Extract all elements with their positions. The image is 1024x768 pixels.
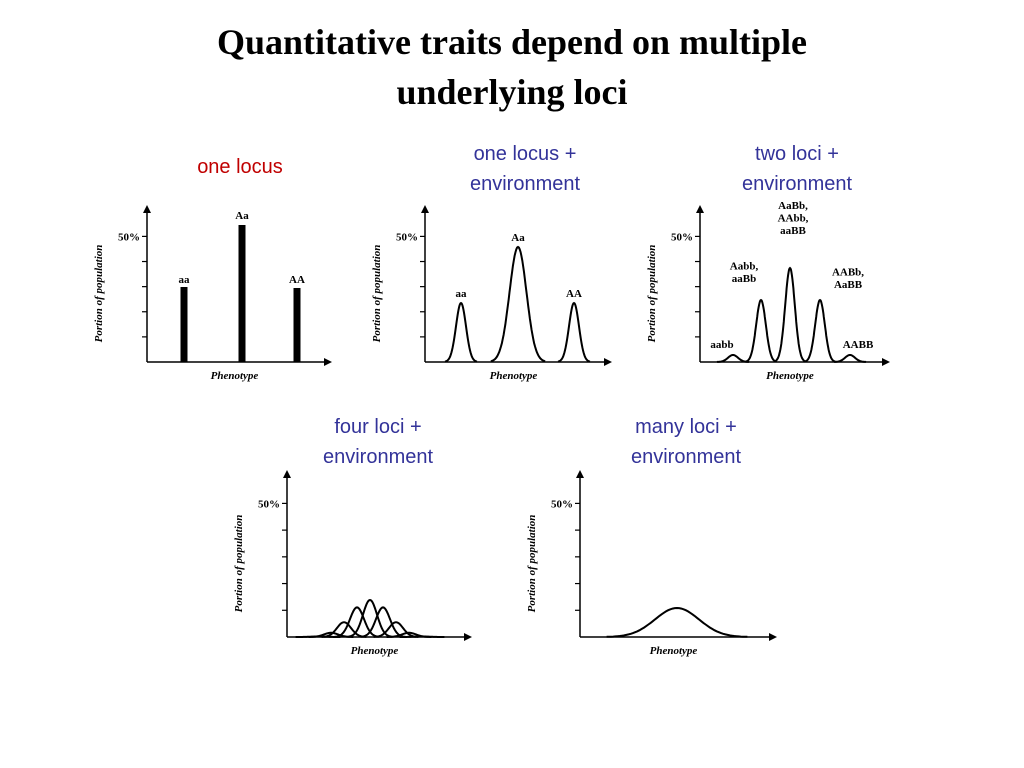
figure-panel: one locus 50% Portion of population Phenoty… bbox=[93, 156, 332, 382]
axis-arrow bbox=[143, 205, 151, 213]
genotype-label: AABb, bbox=[832, 267, 864, 279]
genotype-label: aaBB bbox=[780, 225, 806, 237]
x-axis-label: Phenotype bbox=[766, 370, 814, 382]
distribution-curve bbox=[444, 301, 478, 363]
axis-arrow bbox=[882, 358, 890, 366]
genotype-label: Aa bbox=[511, 232, 525, 244]
distribution-curve bbox=[373, 621, 419, 638]
axis-arrow bbox=[769, 633, 777, 641]
x-axis-label: Phenotype bbox=[351, 645, 399, 657]
distribution-curve bbox=[606, 606, 748, 638]
axis-arrow bbox=[604, 358, 612, 366]
y-tick-label: 50% bbox=[551, 498, 573, 510]
genotype-label: aa bbox=[456, 288, 468, 300]
distribution-curve bbox=[745, 298, 777, 363]
axis-arrow bbox=[421, 205, 429, 213]
distribution-curve bbox=[308, 631, 354, 638]
panel-caption: environment bbox=[742, 173, 853, 195]
distribution-curve bbox=[557, 301, 591, 363]
panel-caption: many loci + bbox=[635, 416, 737, 438]
axis-arrow bbox=[324, 358, 332, 366]
distribution-curve bbox=[490, 245, 546, 363]
figure-panel: two loci + environment 50% Portion of popul… bbox=[646, 143, 890, 382]
y-tick-label: 50% bbox=[118, 231, 140, 243]
y-tick-label: 50% bbox=[396, 231, 418, 243]
x-axis-label: Phenotype bbox=[650, 645, 698, 657]
genotype-label: Aa bbox=[235, 210, 249, 222]
distribution-curve bbox=[716, 354, 750, 363]
genotype-label: AA bbox=[289, 274, 305, 286]
axis-arrow bbox=[696, 205, 704, 213]
y-axis-label: Portion of population bbox=[646, 245, 658, 343]
y-tick-label: 50% bbox=[671, 231, 693, 243]
x-axis-label: Phenotype bbox=[211, 370, 259, 382]
slide-title: Quantitative traits depend on multiple bbox=[217, 22, 807, 62]
panel-caption: one locus bbox=[197, 156, 283, 178]
figure-panel: many loci + environment 50% Portion of popu… bbox=[526, 416, 777, 657]
panel-caption: two loci + bbox=[755, 143, 839, 165]
panel-caption: four loci + bbox=[334, 416, 421, 438]
distribution-curve bbox=[399, 635, 445, 638]
distribution-curve bbox=[833, 354, 867, 363]
bar bbox=[180, 287, 188, 362]
y-axis-label: Portion of population bbox=[93, 245, 105, 343]
axis-arrow bbox=[464, 633, 472, 641]
panel-caption: environment bbox=[470, 173, 581, 195]
distribution-curve bbox=[804, 298, 836, 363]
y-axis-label: Portion of population bbox=[526, 515, 538, 613]
genotype-label: Aabb, bbox=[730, 261, 759, 273]
genotype-label: aabb bbox=[710, 339, 733, 351]
figure-panel: four loci + environment 50% Portion of popu… bbox=[233, 416, 472, 657]
y-axis-label: Portion of population bbox=[371, 245, 383, 343]
genotype-label: AABB bbox=[843, 339, 874, 351]
genotype-label: AaBb, bbox=[778, 200, 808, 212]
x-axis-label: Phenotype bbox=[490, 370, 538, 382]
slide-title: underlying loci bbox=[396, 72, 627, 112]
bar bbox=[238, 225, 246, 362]
distribution-curve bbox=[360, 606, 406, 638]
genotype-label: AAbb, bbox=[778, 213, 809, 225]
genotype-label: AA bbox=[566, 288, 582, 300]
panel-caption: environment bbox=[323, 446, 434, 468]
genotype-label: aaBb bbox=[732, 273, 756, 285]
genotype-label: AaBB bbox=[834, 279, 863, 291]
panel-caption: environment bbox=[631, 446, 742, 468]
distribution-curve bbox=[321, 621, 367, 638]
axis-arrow bbox=[576, 470, 584, 478]
panel-caption: one locus + bbox=[474, 143, 577, 165]
y-tick-label: 50% bbox=[258, 498, 280, 510]
axis-arrow bbox=[283, 470, 291, 478]
y-axis-label: Portion of population bbox=[233, 515, 245, 613]
distribution-curve bbox=[334, 606, 380, 638]
bar bbox=[293, 288, 301, 362]
genotype-label: aa bbox=[179, 274, 191, 286]
distribution-curve bbox=[774, 266, 806, 363]
figure-panel: one locus + environment 50% Portion of popu… bbox=[371, 143, 612, 382]
